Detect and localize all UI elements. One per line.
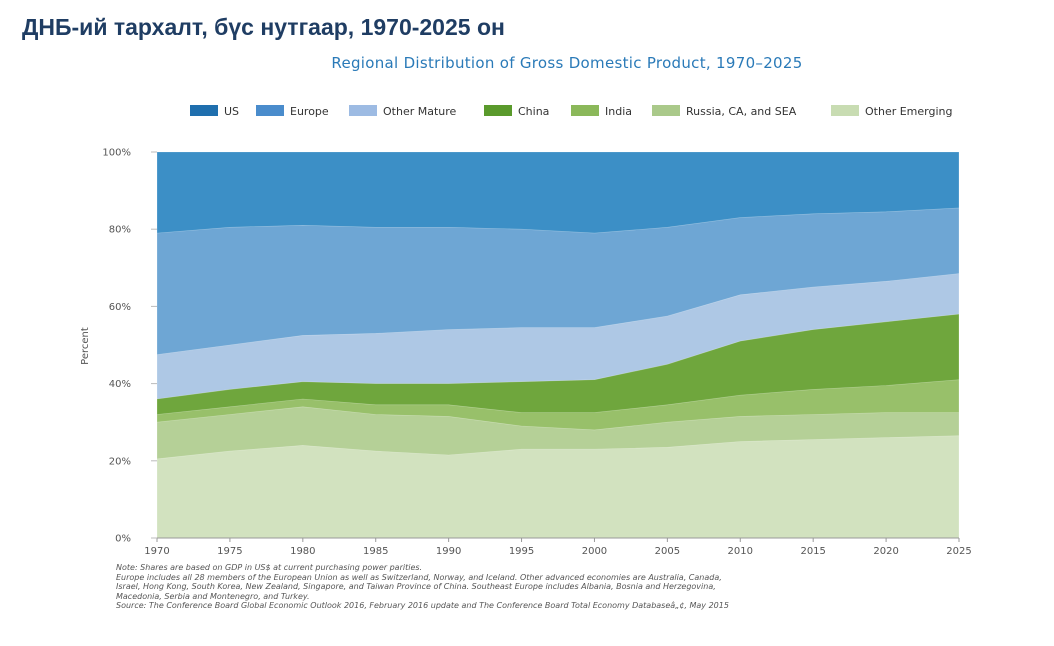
x-tick-label: 2005 — [655, 546, 680, 557]
note-line: Europe includes all 28 members of the Eu… — [116, 572, 722, 582]
note-line: Israel, Hong Kong, South Korea, New Zeal… — [116, 582, 716, 591]
legend-label: Russia, CA, and SEA — [686, 105, 797, 118]
chart-legend: US Europe Other Mature China India Russia, CA… — [190, 105, 952, 118]
x-tick-label: 2010 — [728, 546, 753, 557]
legend-swatch — [349, 105, 377, 116]
y-tick-label: 0% — [115, 534, 131, 545]
x-tick-label: 1995 — [509, 546, 534, 557]
legend-swatch — [484, 105, 512, 116]
chart-areas — [156, 151, 960, 539]
legend-swatch — [831, 105, 859, 116]
legend-swatch — [190, 105, 218, 116]
x-tick-label: 1990 — [436, 546, 461, 557]
x-tick-label: 1970 — [144, 546, 169, 557]
x-tick-label: 1980 — [290, 546, 315, 557]
legend-swatch — [571, 105, 599, 116]
legend-swatch — [652, 105, 680, 116]
note-line: Note: Shares are based on GDP in US$ at … — [116, 563, 423, 572]
y-tick-label: 100% — [102, 148, 131, 159]
x-tick-label: 2000 — [582, 546, 607, 557]
slide-title: ДНБ-ий тархалт, бүс нутгаар, 1970-2025 о… — [22, 14, 505, 40]
note-line: Macedonia, Serbia and Montenegro, and Tu… — [116, 591, 310, 601]
y-axis-label: Percent — [80, 327, 91, 365]
y-tick-label: 60% — [109, 302, 131, 313]
y-tick-label: 40% — [109, 379, 131, 390]
y-tick-label: 80% — [109, 225, 131, 236]
x-tick-label: 2015 — [800, 546, 825, 557]
x-tick-label: 1985 — [363, 546, 388, 557]
chart-notes: Note: Shares are based on GDP in US$ at … — [116, 563, 956, 611]
legend-label: China — [518, 105, 549, 118]
legend-label: Europe — [290, 105, 329, 118]
legend-label: Other Mature — [383, 105, 457, 118]
y-tick-label: 20% — [109, 456, 131, 467]
area-other-emerging — [156, 435, 960, 539]
chart-title: Regional Distribution of Gross Domestic … — [331, 54, 803, 72]
legend-label: India — [605, 105, 632, 118]
x-tick-label: 2025 — [946, 546, 971, 557]
legend-label: US — [224, 105, 239, 118]
x-tick-label: 1975 — [217, 546, 242, 557]
legend-swatch — [256, 105, 284, 116]
x-tick-label: 2020 — [873, 546, 898, 557]
legend-label: Other Emerging — [865, 105, 952, 118]
note-line: Source: The Conference Board Global Econ… — [116, 601, 729, 610]
chart-axes: 1970 1975 1980 1985 1990 1995 2000 2005 2010 2015… — [102, 148, 971, 558]
